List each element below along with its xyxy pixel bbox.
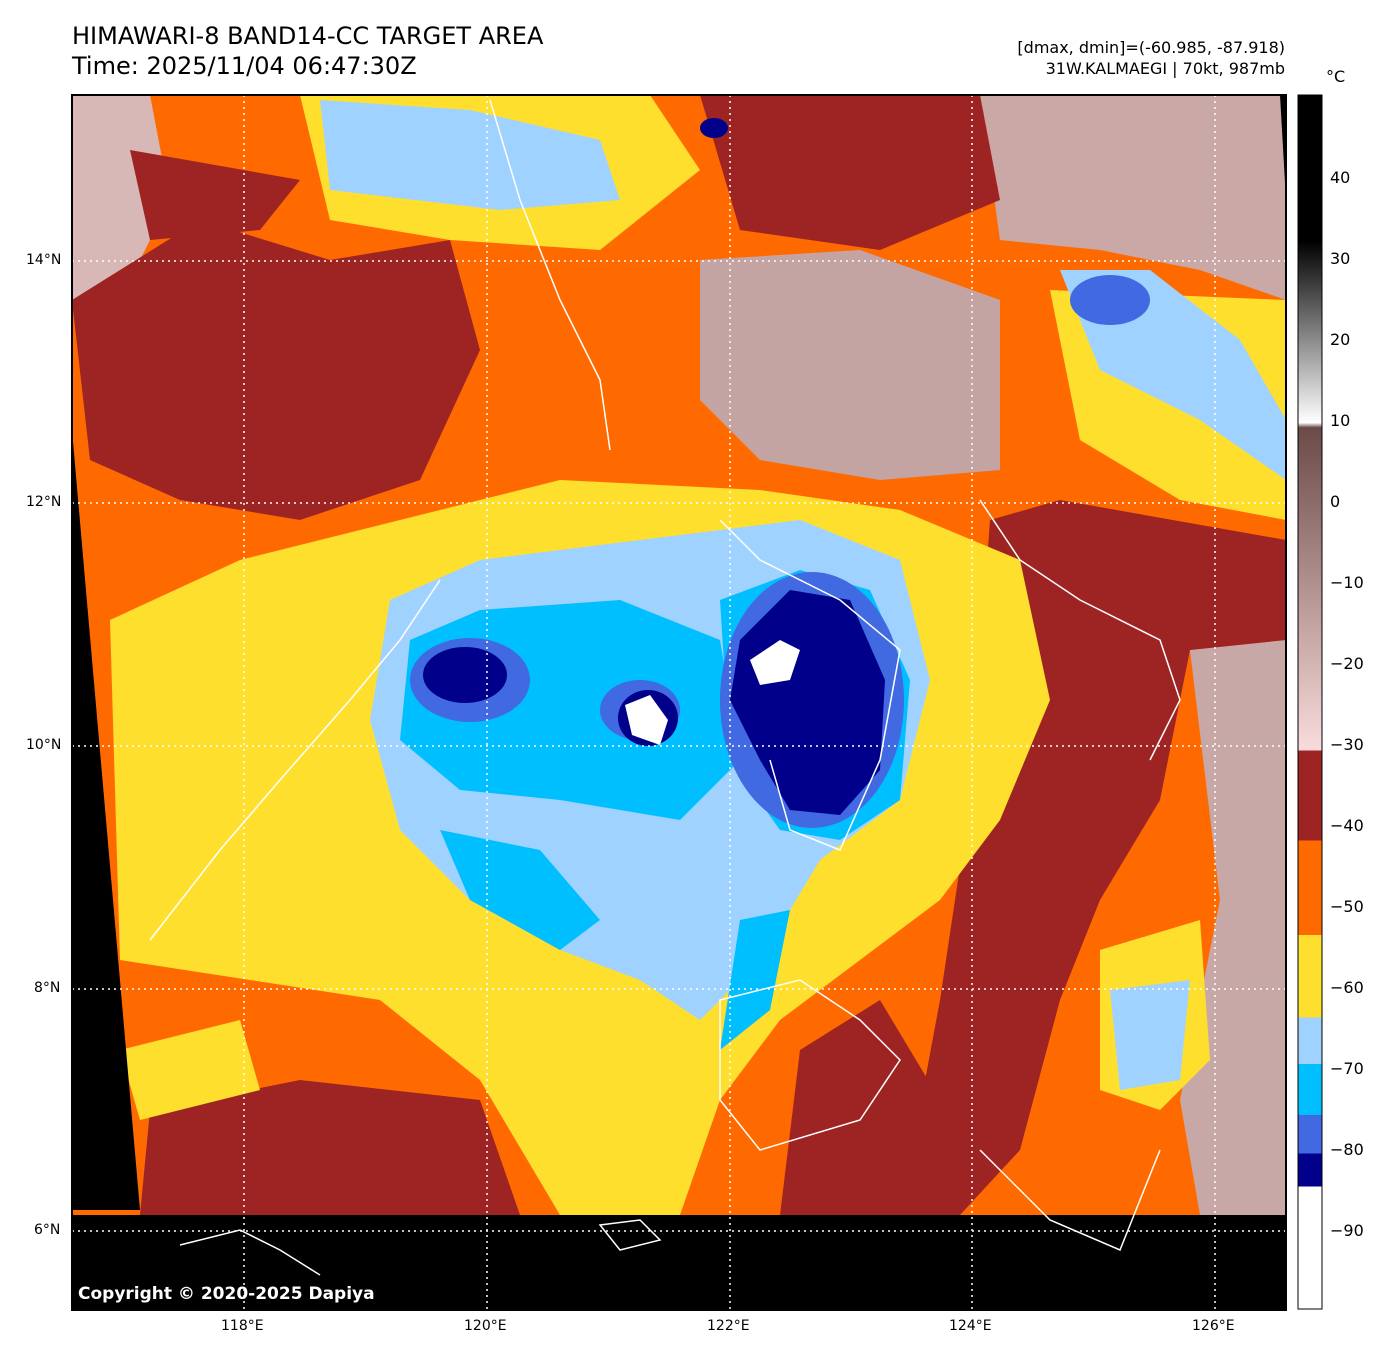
colorbar-tick: −60 <box>1330 978 1364 997</box>
imagery <box>72 95 1286 1310</box>
colorbar-tick: 0 <box>1330 492 1341 511</box>
colorbar-scale <box>1297 94 1323 1310</box>
colorbar-tick: −30 <box>1330 735 1364 754</box>
colorbar-tick: −90 <box>1330 1221 1364 1240</box>
coldest-cloud-top <box>730 590 885 815</box>
lat-tick: 10°N <box>26 737 62 753</box>
lon-tick: 120°E <box>464 1318 507 1334</box>
colorbar-tick: 40 <box>1330 168 1351 187</box>
copyright-notice: Copyright © 2020-2025 Dapiya <box>78 1284 375 1304</box>
cold-region <box>72 220 480 520</box>
colorbar-tick: −10 <box>1330 573 1364 592</box>
lon-tick: 124°E <box>949 1318 992 1334</box>
lat-tick: 14°N <box>26 252 62 268</box>
dmax-dmin-readout: [dmax, dmin]=(-60.985, -87.918) <box>1017 38 1285 57</box>
colorbar-tick: 20 <box>1330 330 1351 349</box>
colorbar-tick: −50 <box>1330 897 1364 916</box>
warm-cloud-region <box>980 95 1286 300</box>
lat-tick: 8°N <box>34 980 61 996</box>
map-frame <box>71 94 1287 1311</box>
lon-tick: 126°E <box>1192 1318 1235 1334</box>
colorbar-tick: 30 <box>1330 249 1351 268</box>
coastlines <box>149 99 1181 1276</box>
lon-tick: 118°E <box>221 1318 264 1334</box>
colorbar <box>1297 94 1323 1310</box>
lat-tick: 12°N <box>26 494 62 510</box>
colorbar-tick: −70 <box>1330 1059 1364 1078</box>
coldest-cloud-top <box>423 647 507 703</box>
colorbar-tick: 10 <box>1330 411 1351 430</box>
lat-tick: 6°N <box>34 1222 61 1238</box>
storm-info: 31W.KALMAEGI | 70kt, 987mb <box>1045 59 1285 78</box>
colorbar-unit: °C <box>1326 67 1346 86</box>
colorbar-tick: −40 <box>1330 816 1364 835</box>
colorbar-tick: −80 <box>1330 1140 1364 1159</box>
chart-title: HIMAWARI-8 BAND14-CC TARGET AREA <box>72 22 544 50</box>
graticule <box>72 95 1286 1310</box>
timestamp: Time: 2025/11/04 06:47:30Z <box>72 52 417 80</box>
colorbar-tick: −20 <box>1330 654 1364 673</box>
lon-tick: 122°E <box>707 1318 750 1334</box>
